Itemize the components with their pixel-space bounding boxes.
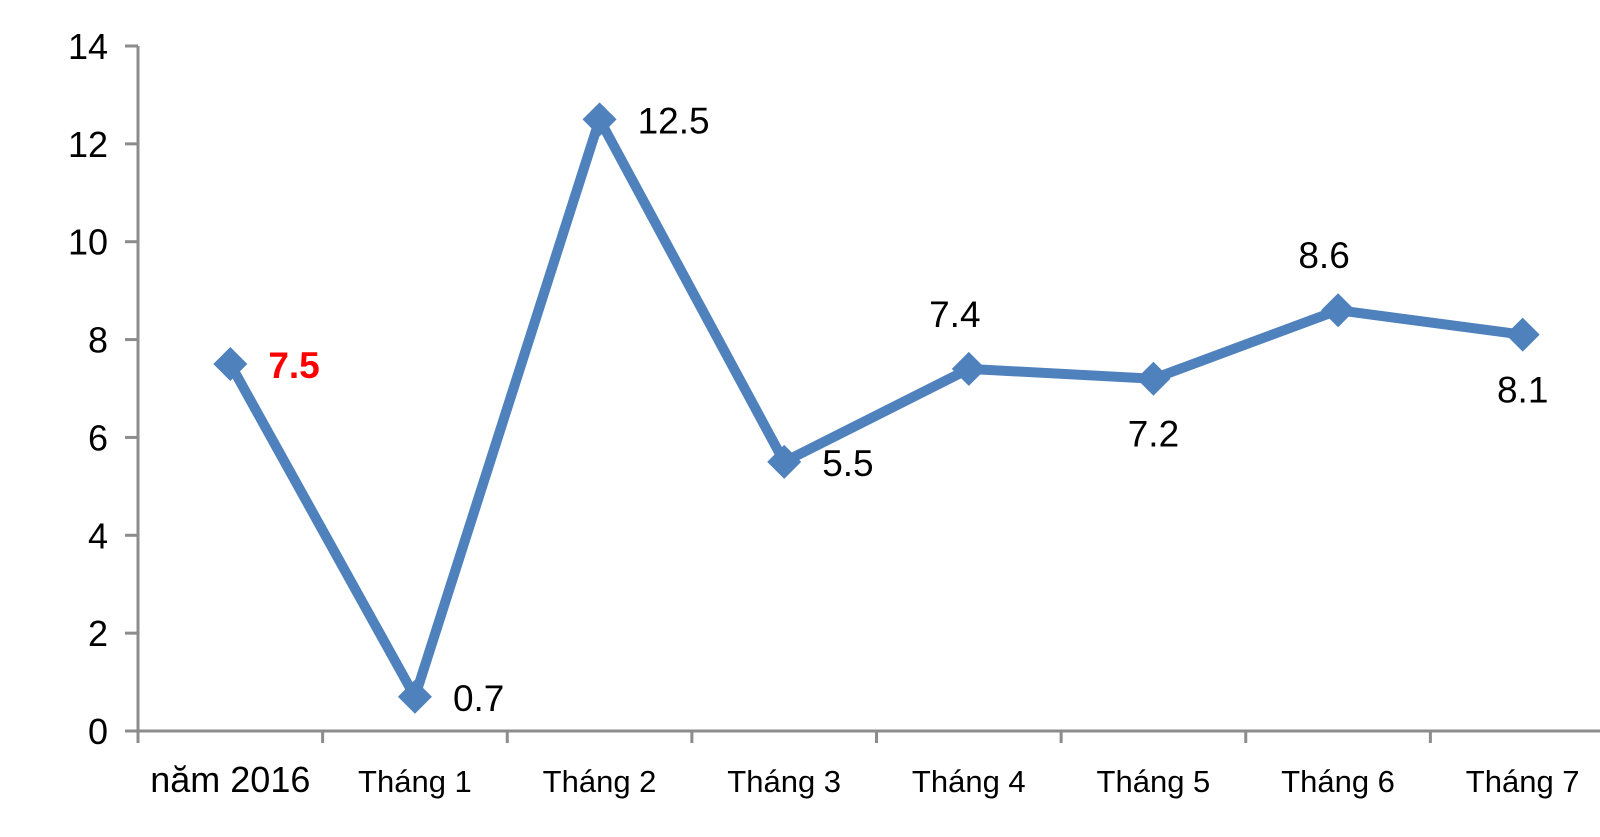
data-label: 8.1	[1497, 370, 1548, 411]
data-point-marker	[767, 444, 802, 479]
data-label: 7.5	[268, 345, 319, 386]
line-chart-figure: 0 2 4 6 8 10 12 14 năm 2016 Tháng 1 Tháng 2 Tháng 3…	[40, 16, 1600, 821]
x-axis-category-label: Tháng 1	[358, 764, 472, 799]
line-chart-canvas: 0 2 4 6 8 10 12 14 năm 2016 Tháng 1 Tháng 2 Tháng 3…	[68, 26, 1600, 800]
x-axis-category-label: Tháng 6	[1281, 764, 1395, 799]
y-axis-tick-label: 10	[68, 222, 108, 263]
y-axis-tick-label: 2	[88, 613, 108, 654]
y-axis-tick-label: 0	[88, 711, 108, 752]
y-axis-tick-label: 14	[68, 26, 108, 67]
data-point-marker	[951, 351, 986, 386]
data-point-marker	[397, 679, 432, 714]
y-axis-tick-label: 12	[68, 124, 108, 165]
x-axis-category-label: Tháng 4	[912, 764, 1026, 799]
data-line	[225, 114, 1528, 702]
data-label: 7.4	[929, 294, 980, 335]
x-axis-category-label: Tháng 3	[727, 764, 841, 799]
y-axis-tick-label: 8	[88, 320, 108, 361]
x-axis-category-label: năm 2016	[150, 759, 310, 800]
data-label: 7.2	[1128, 414, 1179, 455]
x-axis-category-label: Tháng 2	[543, 764, 657, 799]
data-label: 12.5	[638, 100, 710, 141]
x-axis-category-label: Tháng 7	[1466, 764, 1580, 799]
data-point-marker	[1136, 361, 1171, 396]
y-axis-tick-label: 6	[88, 417, 108, 458]
data-label: 5.5	[822, 443, 873, 484]
y-axis-tick-label: 4	[88, 515, 108, 556]
x-axis-category-label: Tháng 5	[1097, 764, 1211, 799]
data-label: 8.6	[1298, 235, 1349, 276]
data-point-marker	[1505, 317, 1540, 352]
data-label: 0.7	[453, 678, 504, 719]
data-point-marker	[1321, 293, 1356, 328]
data-point-marker	[582, 102, 617, 137]
data-point-marker	[213, 347, 248, 382]
